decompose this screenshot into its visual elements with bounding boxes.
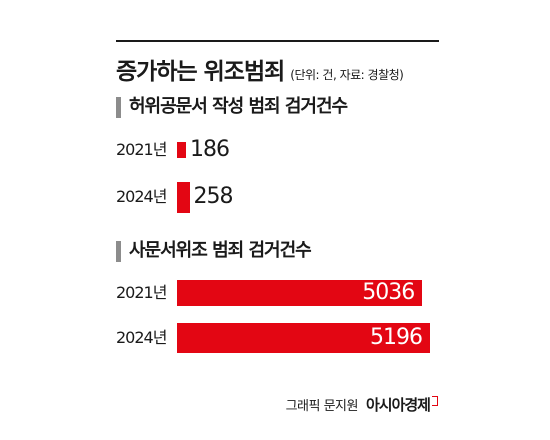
- bar: [177, 280, 423, 306]
- section-title-2: 사문서위조 범죄 검거건수: [129, 240, 312, 261]
- section-title-1: 허위공문서 작성 범죄 검거건수: [129, 96, 348, 117]
- top-rule: [116, 40, 439, 42]
- section-marker-2: [116, 241, 121, 262]
- year-label: 2021년: [116, 140, 167, 159]
- value-label: 258: [193, 184, 234, 209]
- bar: [177, 142, 187, 158]
- chart-subtitle: (단위: 건, 자료: 경찰청): [290, 68, 404, 82]
- value-label: 186: [190, 137, 230, 162]
- brand-name: 아시아경제: [365, 396, 431, 414]
- bar: [177, 181, 190, 213]
- year-label: 2021년: [116, 283, 167, 302]
- bar: [177, 323, 430, 353]
- value-label: 5036: [362, 280, 415, 305]
- credit-label: 그래픽 문지원: [285, 399, 359, 414]
- year-label: 2024년: [116, 187, 167, 206]
- year-label: 2024년: [116, 328, 167, 347]
- credit: 그래픽 문지원 아시아경제: [286, 394, 438, 415]
- brand-logo-icon: [432, 396, 438, 406]
- chart-title: 증가하는 위조범죄 (단위: 건, 자료: 경찰청): [116, 52, 404, 86]
- chart-title-text: 증가하는 위조범죄: [116, 59, 285, 85]
- section-marker-1: [116, 97, 121, 118]
- value-label: 5196: [370, 325, 423, 350]
